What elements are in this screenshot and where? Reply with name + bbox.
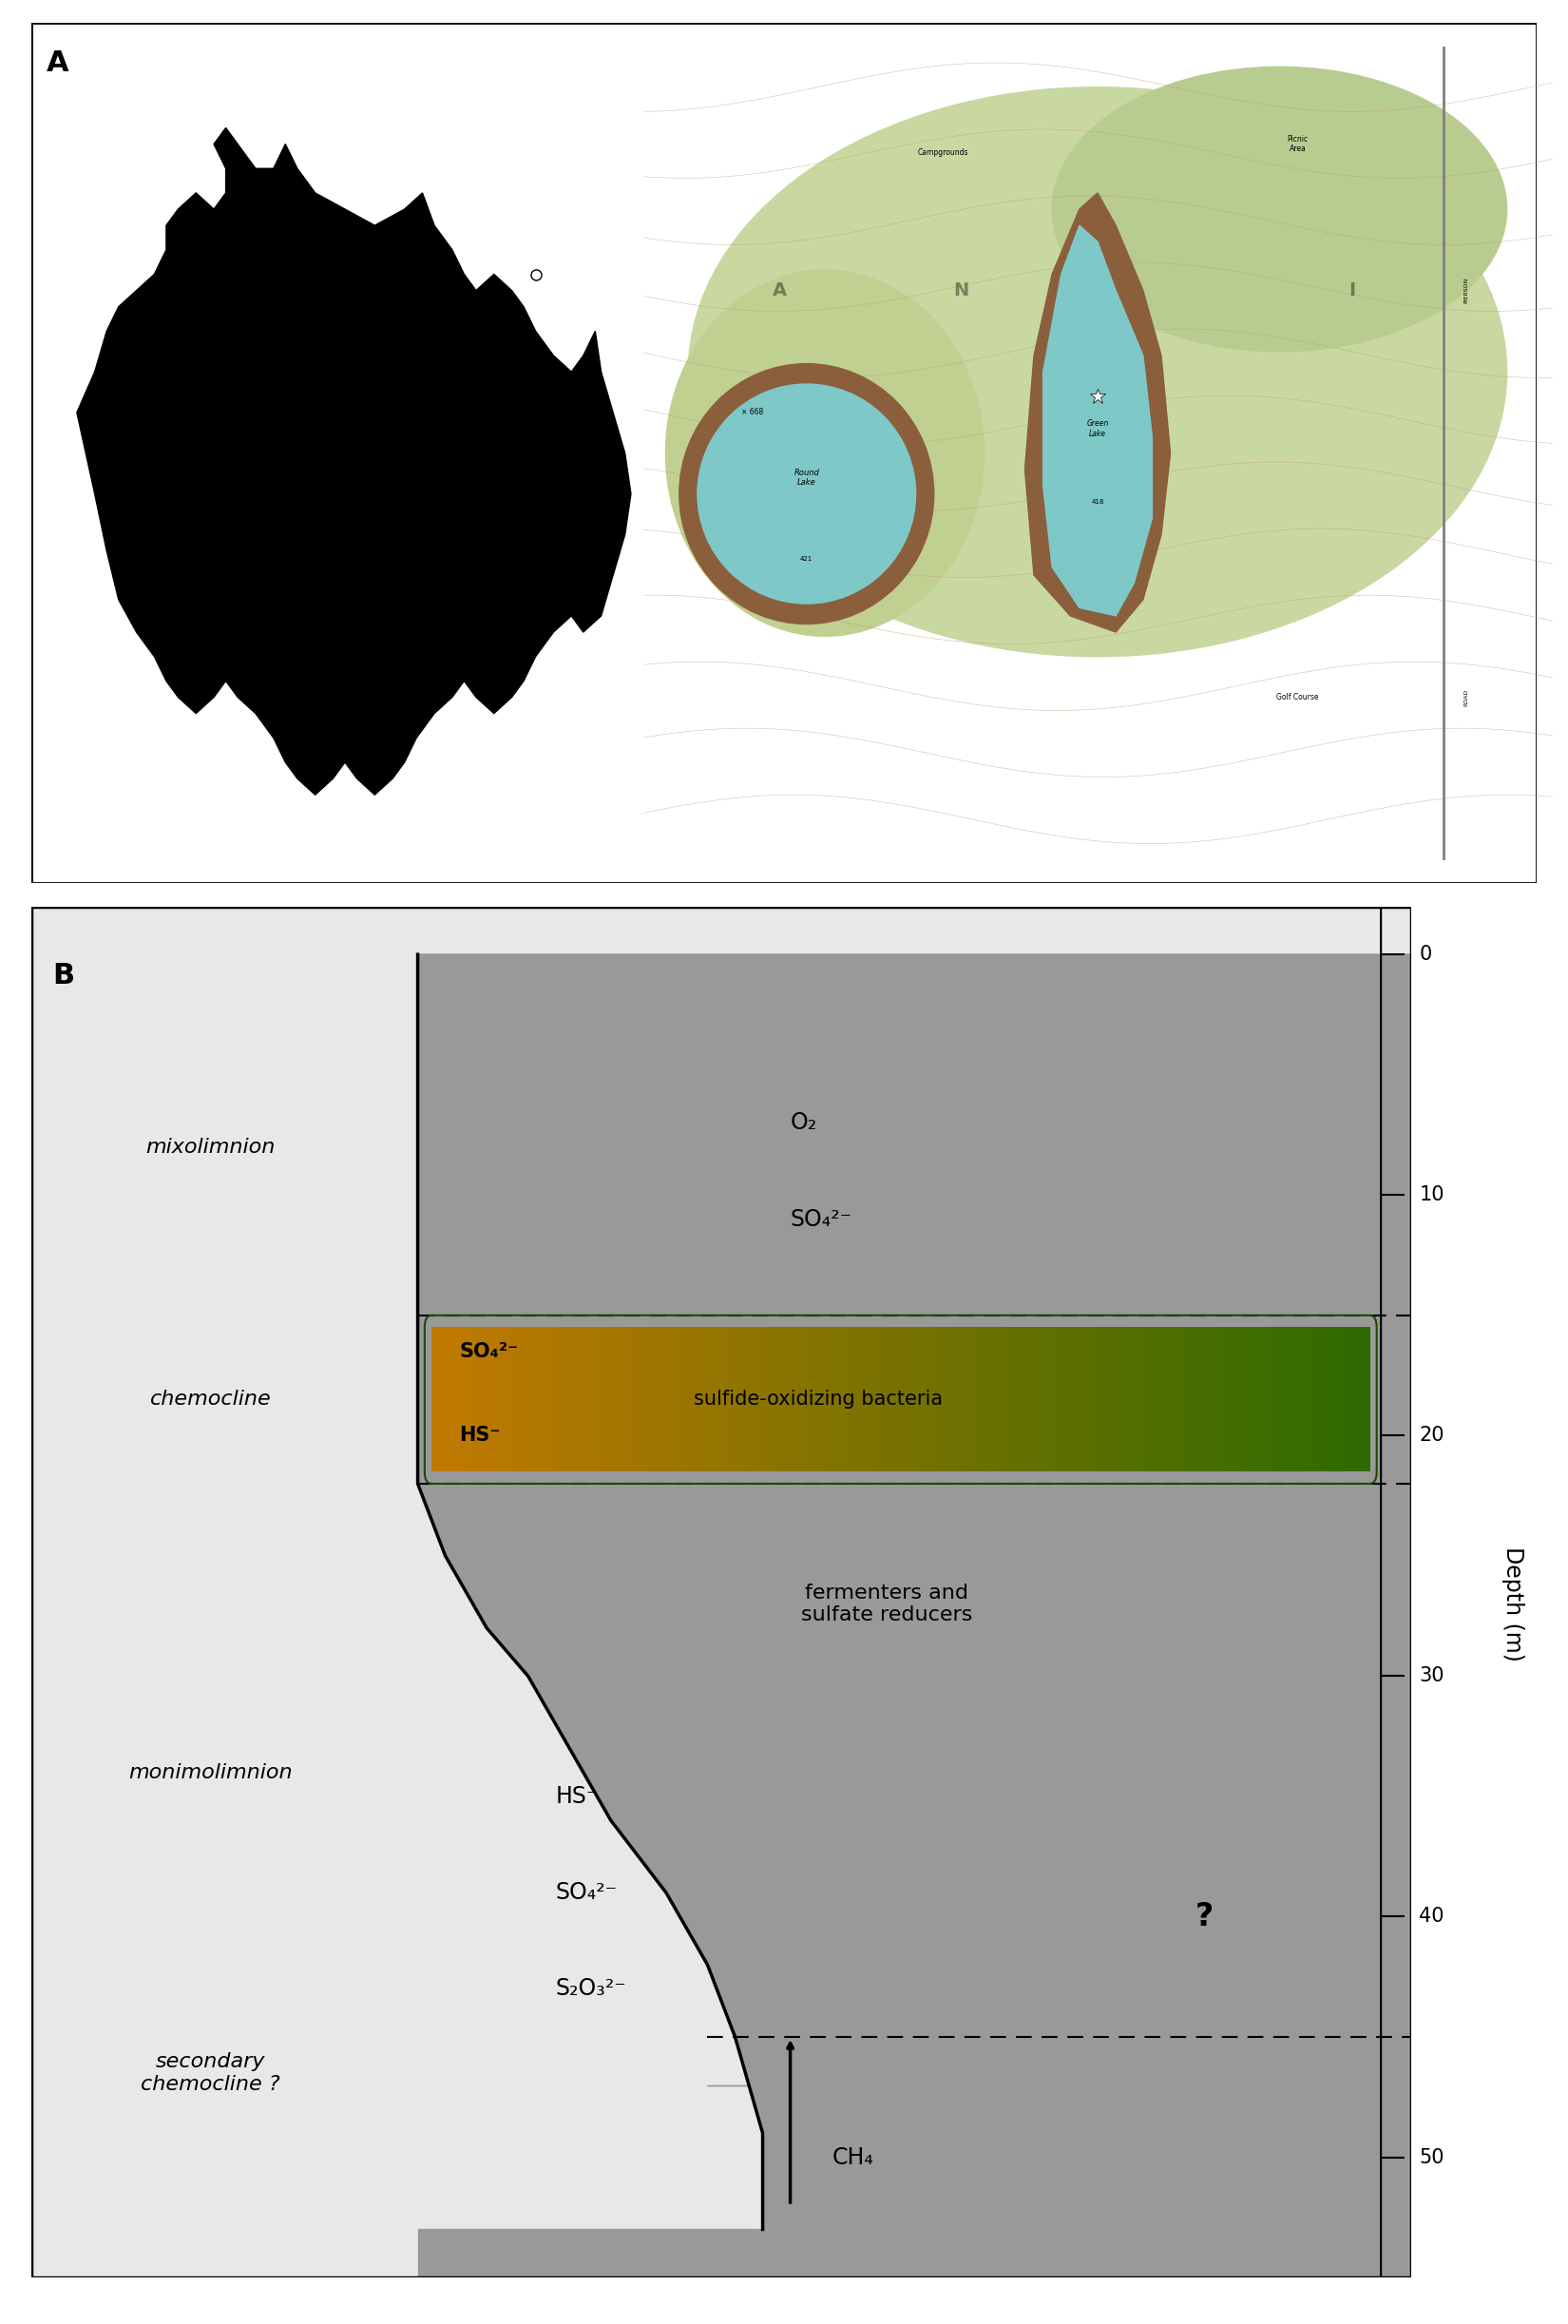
Text: 20: 20 <box>1419 1427 1444 1446</box>
Text: Picnic
Area: Picnic Area <box>1287 135 1308 153</box>
Polygon shape <box>1043 225 1152 616</box>
Text: Depth (m): Depth (m) <box>1502 1545 1524 1662</box>
Polygon shape <box>417 955 1411 2278</box>
Text: SO₄²⁻: SO₄²⁻ <box>555 1880 618 1903</box>
Text: 0: 0 <box>1419 946 1432 964</box>
Polygon shape <box>77 128 630 795</box>
Text: SO₄²⁻: SO₄²⁻ <box>459 1341 517 1362</box>
Text: chemocline: chemocline <box>151 1390 271 1408</box>
Text: ?: ? <box>1195 1901 1214 1931</box>
Text: S₂O₃²⁻: S₂O₃²⁻ <box>555 1978 627 2001</box>
Text: 418: 418 <box>1091 500 1104 504</box>
Ellipse shape <box>665 270 985 637</box>
Text: × 668: × 668 <box>742 409 764 416</box>
Text: monimolimnion: monimolimnion <box>129 1764 293 1783</box>
Text: secondary
chemocline ?: secondary chemocline ? <box>141 2052 281 2094</box>
Text: A: A <box>47 49 69 77</box>
Polygon shape <box>707 2085 1411 2278</box>
Text: HS⁻: HS⁻ <box>555 1785 599 1808</box>
Text: 30: 30 <box>1419 1666 1444 1685</box>
Text: O₂: O₂ <box>790 1111 817 1134</box>
Text: Golf Course: Golf Course <box>1276 693 1319 702</box>
Text: 50: 50 <box>1419 2147 1444 2166</box>
Text: 421: 421 <box>800 555 812 562</box>
Text: HS⁻: HS⁻ <box>459 1427 500 1446</box>
Text: Round
Lake: Round Lake <box>793 469 820 486</box>
Text: B: B <box>52 962 74 990</box>
Text: I: I <box>1348 281 1356 300</box>
Polygon shape <box>1025 193 1170 632</box>
Text: 10: 10 <box>1419 1185 1444 1204</box>
Text: Green
Lake: Green Lake <box>1087 421 1109 437</box>
FancyBboxPatch shape <box>31 23 1537 883</box>
Text: SO₄²⁻: SO₄²⁻ <box>790 1208 851 1229</box>
Text: Campgrounds: Campgrounds <box>917 149 969 156</box>
Text: mixolimnion: mixolimnion <box>146 1136 276 1157</box>
Text: fermenters and
sulfate reducers: fermenters and sulfate reducers <box>801 1583 972 1624</box>
Text: 40: 40 <box>1419 1908 1444 1927</box>
Polygon shape <box>417 955 1411 2229</box>
Text: ROAD: ROAD <box>1463 688 1468 706</box>
Polygon shape <box>417 2229 1411 2278</box>
Ellipse shape <box>1052 67 1507 351</box>
Polygon shape <box>417 955 1411 2229</box>
Ellipse shape <box>698 383 916 604</box>
Ellipse shape <box>688 88 1507 658</box>
Text: PIERSON: PIERSON <box>1463 277 1468 304</box>
Ellipse shape <box>679 363 935 625</box>
Text: CH₄: CH₄ <box>831 2145 873 2168</box>
Text: sulfide-oxidizing bacteria: sulfide-oxidizing bacteria <box>693 1390 942 1408</box>
Text: N: N <box>953 281 969 300</box>
Text: A: A <box>771 281 787 300</box>
Polygon shape <box>31 906 1411 2278</box>
